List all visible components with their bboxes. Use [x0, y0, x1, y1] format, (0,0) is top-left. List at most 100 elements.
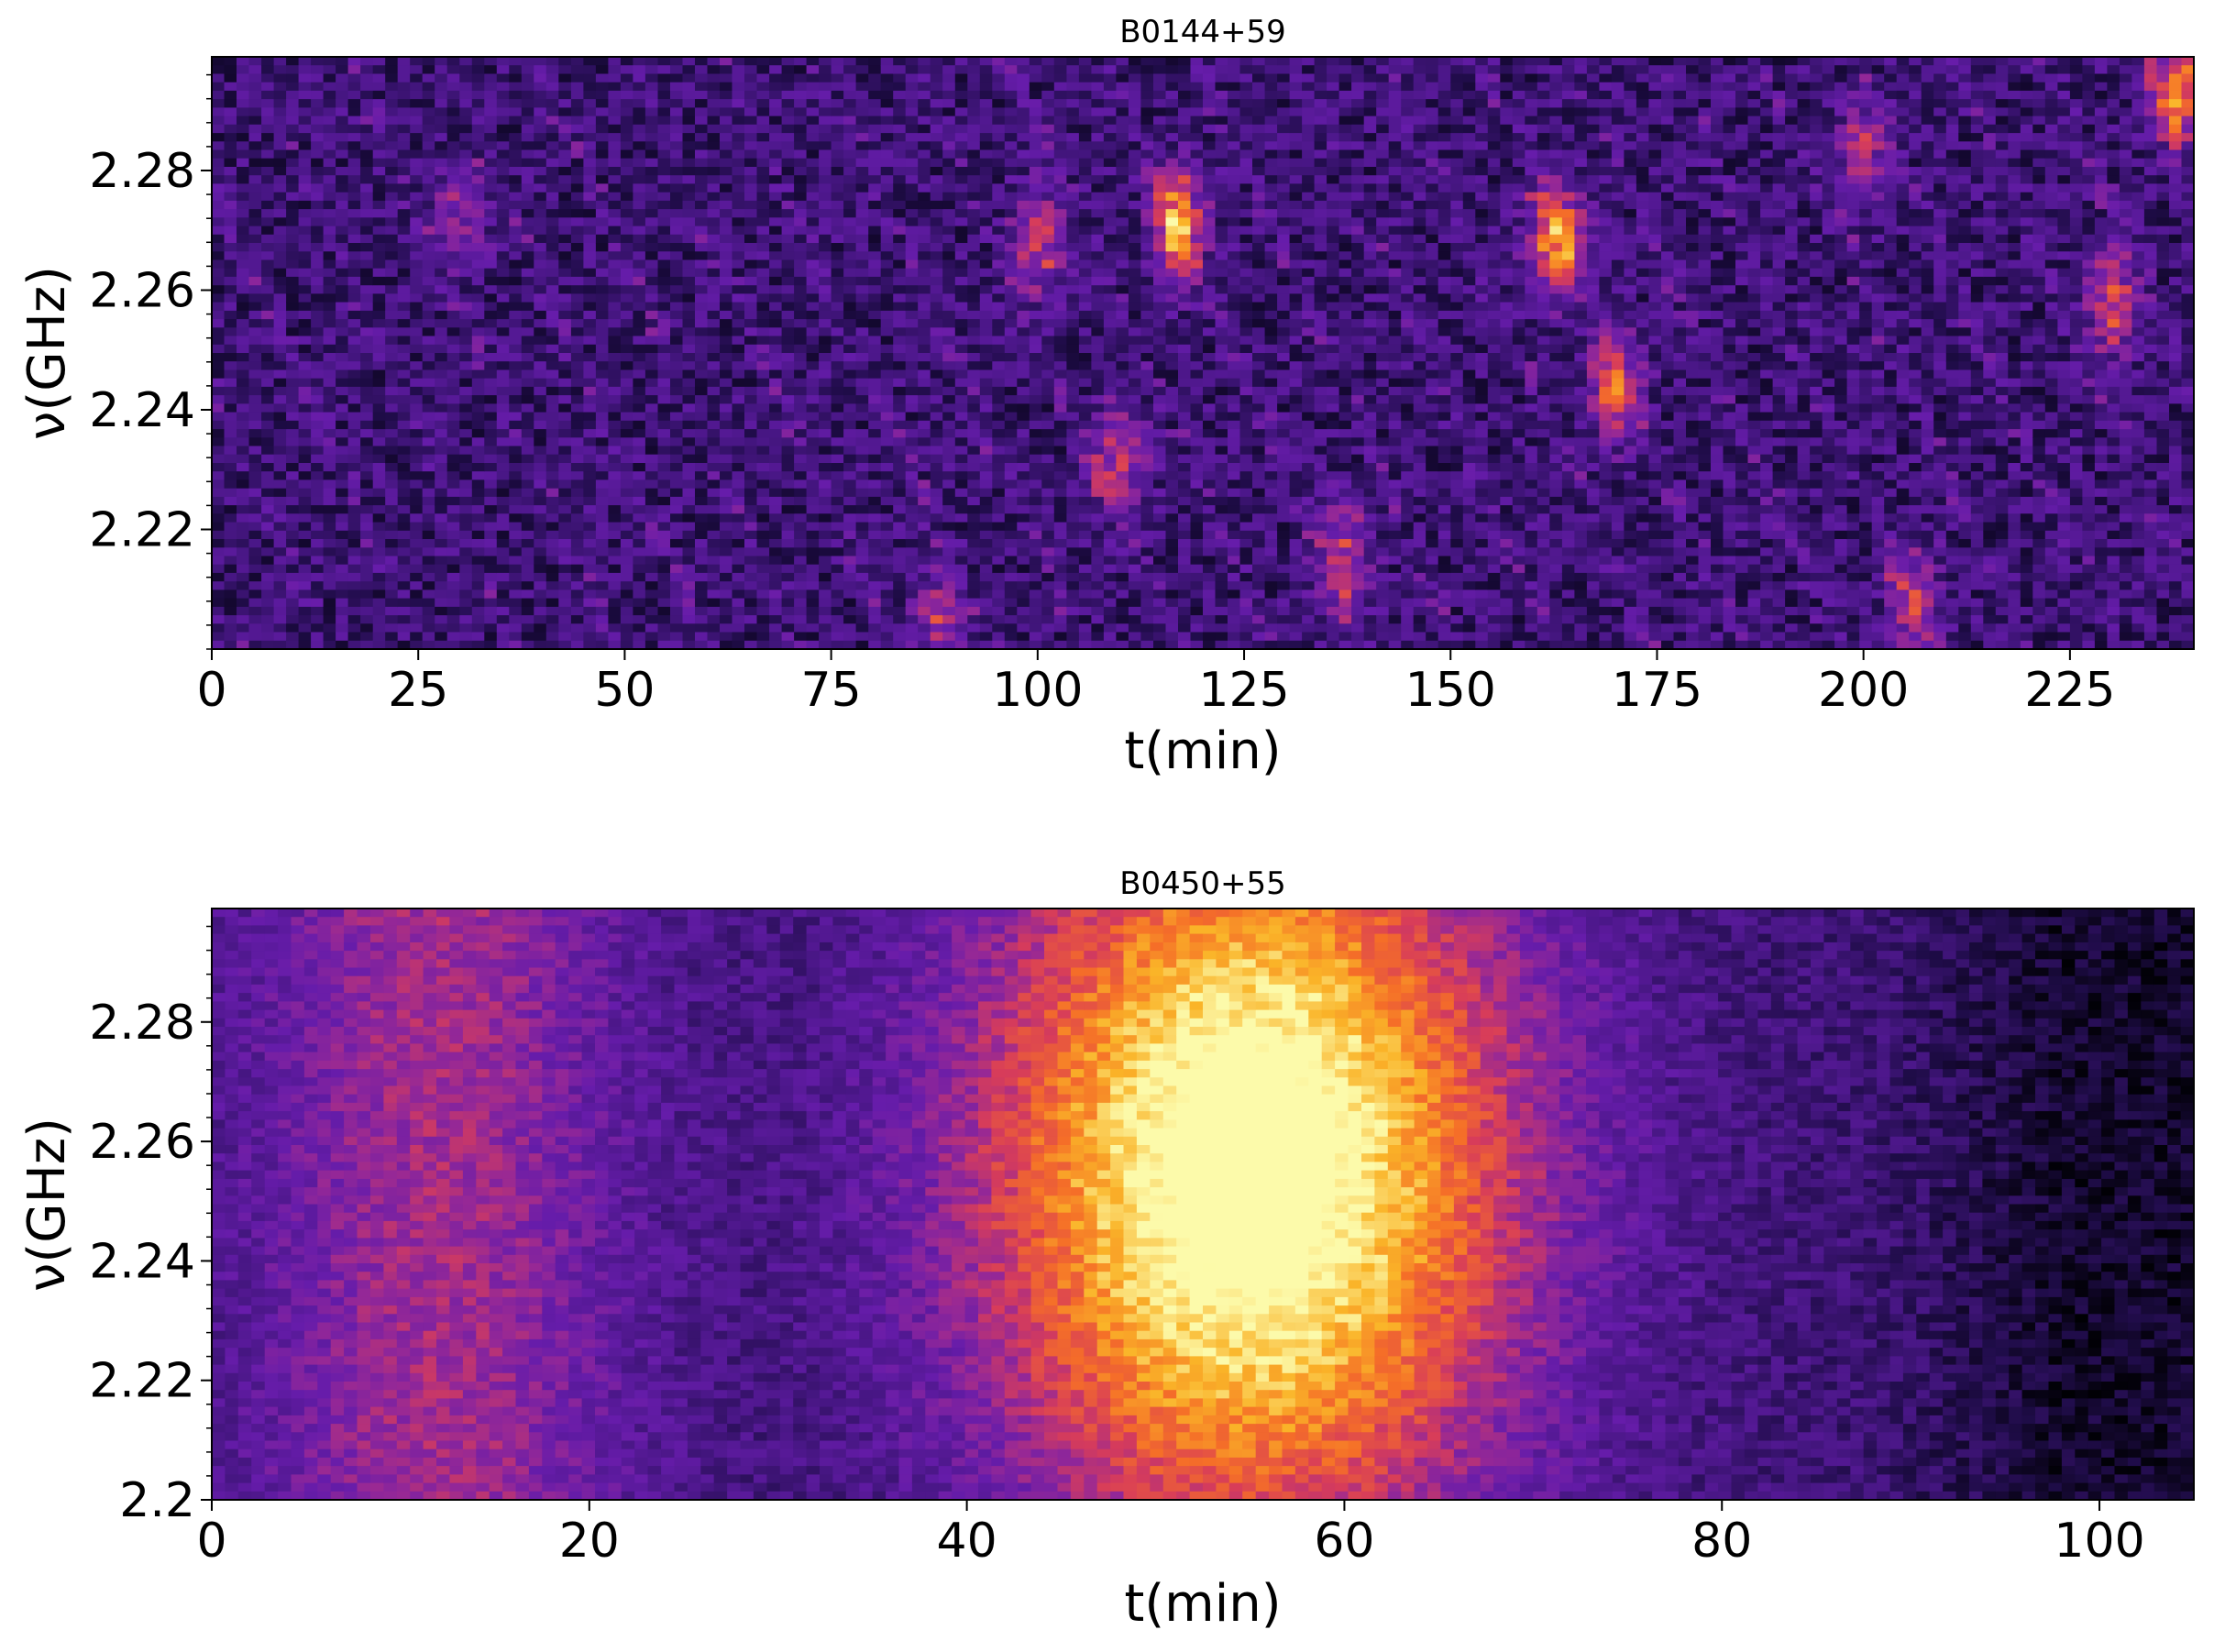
heat-cell	[658, 99, 671, 108]
heat-cell	[744, 395, 757, 404]
heat-cell	[385, 269, 398, 278]
heat-cell	[633, 327, 645, 336]
heat-cell	[249, 455, 262, 464]
heat-cell	[522, 421, 534, 430]
heat-cell	[410, 589, 423, 599]
heat-cell	[348, 387, 361, 396]
heat-cell	[1054, 395, 1067, 404]
heat-cell	[955, 116, 968, 126]
heat-cell	[225, 379, 237, 388]
heat-cell	[459, 539, 472, 548]
heat-cell	[658, 615, 671, 624]
heat-cell	[447, 497, 460, 506]
heat-cell	[534, 99, 546, 108]
heat-cell	[695, 251, 708, 260]
heat-cell	[906, 421, 919, 430]
heat-cell	[683, 74, 696, 83]
heat-cell	[447, 251, 460, 260]
heat-cell	[843, 565, 856, 574]
heat-cell	[670, 150, 683, 160]
heat-cell	[832, 413, 844, 422]
heat-cell	[484, 607, 497, 616]
heat-cell	[683, 413, 696, 422]
heat-cell	[683, 589, 696, 599]
heat-cell	[633, 421, 645, 430]
heat-cell	[843, 303, 856, 312]
heat-cell	[324, 413, 336, 422]
heat-cell	[360, 513, 373, 523]
heat-cell	[708, 159, 721, 168]
heat-cell	[695, 463, 708, 472]
heat-cell	[695, 615, 708, 624]
heat-cell	[497, 150, 510, 160]
heat-cell	[608, 455, 621, 464]
heat-cell	[1041, 531, 1054, 540]
heat-cell	[311, 513, 324, 523]
heat-cell	[1041, 379, 1054, 388]
heat-cell	[596, 150, 609, 160]
heat-cell	[782, 379, 795, 388]
heat-cell	[819, 489, 832, 498]
heat-cell	[856, 556, 869, 566]
heat-cell	[856, 353, 869, 362]
heat-cell	[942, 277, 955, 286]
heat-cell	[237, 513, 249, 523]
heat-cell	[336, 336, 348, 346]
heat-cell	[299, 463, 312, 472]
heat-cell	[558, 57, 571, 66]
heat-cell	[695, 421, 708, 430]
heat-cell	[497, 99, 510, 108]
heat-cell	[931, 193, 943, 202]
heat-cell	[856, 471, 869, 480]
heat-cell	[670, 589, 683, 599]
heat-cell	[472, 167, 485, 176]
heat-cell	[732, 217, 745, 226]
heat-cell	[459, 395, 472, 404]
heat-cell	[931, 623, 943, 633]
heat-cell	[274, 623, 287, 633]
heat-cell	[992, 615, 1005, 624]
heat-cell	[794, 209, 807, 218]
heat-cell	[423, 235, 435, 244]
heat-cell	[832, 429, 844, 438]
heat-cell	[348, 489, 361, 498]
heat-cell	[1066, 513, 1079, 523]
heat-cell	[225, 556, 237, 566]
heat-cell	[336, 269, 348, 278]
heat-cell	[497, 83, 510, 92]
heat-cell	[1091, 91, 1104, 100]
heat-cell	[757, 327, 770, 336]
heat-cell	[708, 455, 721, 464]
heat-cell	[410, 285, 423, 294]
heat-cell	[261, 607, 274, 616]
heat-cell	[708, 116, 721, 126]
heat-cell	[1054, 633, 1067, 642]
heat-cell	[1091, 159, 1104, 168]
heat-cell	[522, 83, 534, 92]
heat-cell	[621, 556, 633, 566]
heat-cell	[225, 311, 237, 320]
heat-cell	[955, 74, 968, 83]
heat-cell	[336, 327, 348, 336]
heat-cell	[744, 353, 757, 362]
heat-cell	[856, 403, 869, 413]
heat-cell	[459, 531, 472, 540]
heat-cell	[942, 167, 955, 176]
heat-cell	[546, 523, 559, 532]
heat-cell	[459, 336, 472, 346]
heat-cell	[794, 599, 807, 608]
heat-cell	[732, 379, 745, 388]
heat-cell	[980, 277, 993, 286]
heat-cell	[794, 505, 807, 514]
heat-cell	[1054, 599, 1067, 608]
heat-cell	[843, 99, 856, 108]
heat-cell	[1066, 125, 1079, 134]
heat-cell	[311, 193, 324, 202]
heat-cell	[708, 523, 721, 532]
heat-cell	[274, 607, 287, 616]
heat-cell	[237, 479, 249, 489]
heat-cell	[931, 243, 943, 252]
heat-cell	[720, 581, 732, 590]
heat-cell	[447, 556, 460, 566]
heat-cell	[720, 413, 732, 422]
